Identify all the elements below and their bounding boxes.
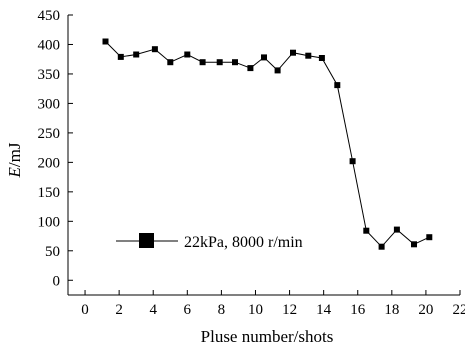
- x-tick-label: 10: [248, 302, 263, 318]
- y-ticks: 0 50 100 150 200 250 300 350 400 450: [38, 8, 73, 289]
- y-tick-label: 400: [38, 37, 61, 53]
- data-point: [247, 65, 254, 72]
- data-point: [349, 158, 356, 165]
- x-tick-label: 16: [350, 302, 366, 318]
- x-ticks: 0 2 4 6 8 10 12 14 16 18 20 22: [81, 290, 465, 318]
- x-tick-label: 14: [316, 302, 332, 318]
- data-point: [363, 227, 370, 234]
- x-tick-label: 4: [149, 302, 157, 318]
- y-axis-label-unit: /mJ: [5, 142, 24, 167]
- legend-marker: [139, 233, 154, 248]
- data-point: [274, 67, 281, 74]
- data-point: [133, 51, 140, 58]
- y-tick-label: 300: [38, 96, 61, 112]
- data-point: [261, 54, 267, 61]
- y-tick-label: 200: [38, 155, 61, 171]
- data-point: [305, 52, 312, 59]
- data-point: [334, 82, 341, 89]
- y-axis-label: E/mJ: [5, 142, 24, 178]
- series-line: [105, 41, 430, 248]
- y-tick-label: 350: [38, 67, 61, 83]
- data-point: [426, 234, 433, 241]
- data-point: [393, 226, 400, 233]
- data-point: [117, 53, 124, 60]
- x-tick-label: 22: [453, 302, 465, 318]
- axes: [67, 15, 460, 296]
- data-point: [199, 59, 206, 66]
- data-point: [151, 46, 158, 53]
- data-point: [290, 49, 296, 56]
- data-point: [102, 38, 109, 45]
- data-point: [216, 59, 223, 66]
- y-tick-label: 250: [38, 126, 61, 142]
- series-group: [102, 38, 433, 250]
- y-tick-label: 150: [38, 185, 61, 201]
- x-tick-label: 12: [282, 302, 297, 318]
- y-tick-label: 50: [45, 244, 60, 260]
- y-tick-label: 100: [38, 214, 61, 230]
- x-tick-label: 20: [418, 302, 433, 318]
- x-tick-label: 6: [184, 302, 192, 318]
- x-tick-label: 2: [115, 302, 123, 318]
- x-tick-label: 8: [218, 302, 226, 318]
- data-point: [232, 59, 238, 66]
- x-axis-label: Pluse number/shots: [201, 327, 334, 346]
- y-tick-label: 0: [53, 273, 61, 289]
- y-tick-label: 450: [38, 8, 61, 24]
- y-axis-label-symbol: E: [5, 166, 24, 178]
- data-point: [411, 241, 417, 248]
- data-point: [167, 59, 174, 66]
- legend-label: 22kPa, 8000 r/min: [184, 234, 303, 251]
- data-point: [378, 243, 385, 250]
- data-point: [318, 55, 325, 61]
- x-tick-label: 18: [384, 302, 399, 318]
- data-point: [184, 51, 191, 58]
- x-tick-label: 0: [81, 302, 89, 318]
- legend: 22kPa, 8000 r/min: [116, 233, 303, 251]
